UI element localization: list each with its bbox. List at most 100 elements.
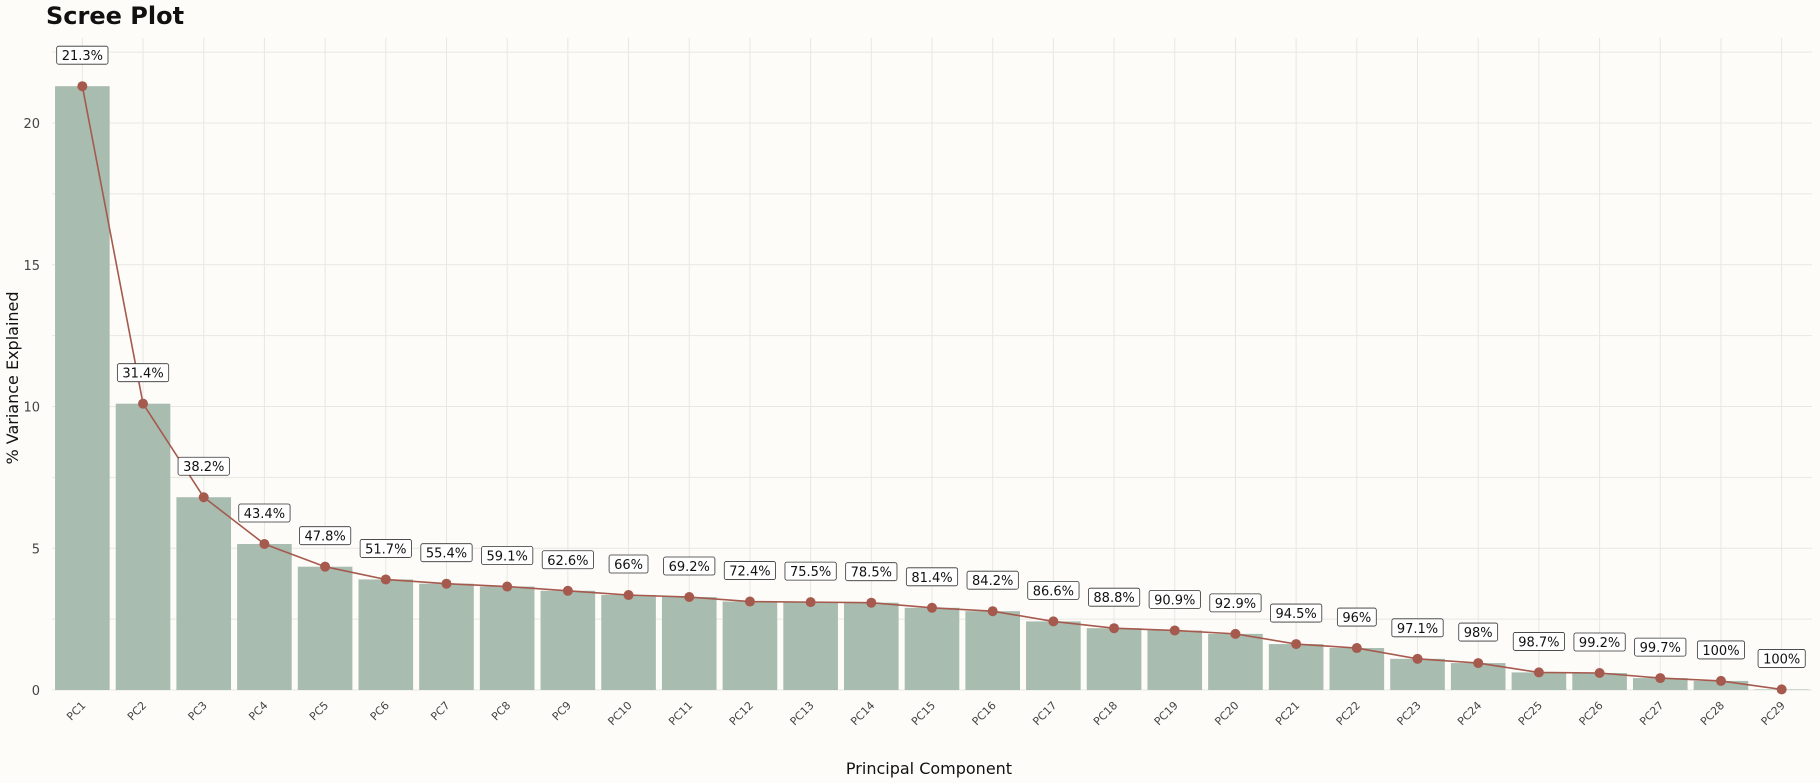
data-label-text: 78.5%	[851, 566, 892, 581]
point-pc10	[623, 590, 634, 601]
bar-pc15	[904, 607, 960, 690]
y-tick-label: 20	[23, 117, 40, 132]
data-label-text: 21.3%	[62, 49, 103, 64]
bar-pc5	[297, 566, 353, 690]
bar-pc25	[1511, 672, 1567, 690]
data-label-pc2: 31.4%	[116, 363, 170, 383]
bar-pc9	[540, 590, 596, 690]
point-pc2	[138, 398, 149, 409]
point-pc21	[1291, 639, 1302, 650]
bar-pc26	[1572, 672, 1627, 690]
data-label-box	[905, 567, 959, 587]
point-pc6	[380, 574, 391, 585]
data-label-text: 81.4%	[911, 571, 952, 586]
bar-pc6	[358, 579, 414, 690]
x-axis-ticks: PC1 PC2 PC3 PC4 PC5 PC6 PC7 PC8 PC9 PC10 PC11 PC12 P…	[64, 699, 1788, 728]
data-label-box	[1027, 580, 1080, 600]
data-label-box	[481, 546, 534, 565]
data-label-text: 72.4%	[729, 565, 770, 580]
data-label-text: 47.8%	[304, 530, 345, 545]
x-tick-label-pc4: PC4	[246, 699, 270, 723]
data-label-text: 94.5%	[1275, 607, 1316, 622]
data-label-pc1: 21.3%	[56, 45, 109, 65]
data-label-text: 59.1%	[487, 550, 528, 565]
point-pc26	[1594, 667, 1605, 678]
x-tick-label-pc16: PC16	[970, 699, 999, 728]
bar-pc12	[722, 601, 778, 690]
data-label-box	[1270, 603, 1323, 623]
data-label-text: 51.7%	[365, 542, 406, 557]
data-label-text: 99.7%	[1640, 641, 1681, 656]
data-label-pc3: 38.2%	[177, 456, 230, 476]
data-label-pc26: 99.2%	[1573, 632, 1626, 652]
data-label-box	[1391, 618, 1444, 638]
bar-pc13	[783, 602, 838, 690]
point-pc18	[1109, 623, 1120, 634]
x-tick-label-pc3: PC3	[186, 699, 210, 723]
data-label-pc23: 97.1%	[1391, 618, 1444, 638]
point-pc29	[1776, 684, 1787, 695]
x-tick-label-pc28: PC28	[1698, 699, 1727, 728]
data-label-pc16: 84.2%	[966, 570, 1019, 590]
bar-pc27	[1632, 678, 1688, 690]
data-label-text: 75.5%	[790, 565, 831, 580]
x-tick-label-pc18: PC18	[1091, 699, 1120, 728]
point-pc15	[927, 602, 937, 613]
bar-pc4	[237, 544, 292, 690]
bar-pc18	[1086, 628, 1142, 690]
data-label-text: 96%	[1342, 611, 1371, 626]
data-label-text: 62.6%	[547, 554, 588, 569]
point-pc20	[1230, 628, 1241, 639]
x-tick-label-pc8: PC8	[489, 699, 513, 723]
data-label-text: 43.4%	[244, 507, 285, 522]
x-tick-label-pc1: PC1	[64, 699, 88, 723]
bar-pc22	[1329, 648, 1385, 690]
point-pc1	[77, 81, 88, 92]
y-axis-title: % Variance Explained	[3, 291, 22, 464]
y-tick-label: 10	[23, 401, 40, 416]
y-tick-label: 5	[32, 542, 40, 557]
data-label-box	[359, 539, 412, 558]
point-pc11	[684, 592, 695, 603]
bar-pc3	[176, 497, 232, 690]
x-tick-label-pc10: PC10	[605, 699, 634, 728]
x-tick-label-pc25: PC25	[1516, 699, 1545, 728]
data-label-pc28: 100%	[1696, 640, 1745, 660]
data-label-pc10: 66%	[608, 554, 649, 574]
bar-pc17	[1026, 621, 1081, 690]
bar-pc19	[1147, 630, 1203, 690]
data-label-text: 84.2%	[972, 574, 1013, 589]
data-label-box	[299, 526, 352, 546]
data-label-box	[116, 363, 170, 383]
point-pc22	[1351, 643, 1362, 654]
data-label-box	[1573, 632, 1626, 652]
bar-pc20	[1208, 633, 1263, 690]
point-pc14	[866, 597, 877, 608]
data-label-box	[238, 503, 291, 523]
data-label-box	[177, 456, 230, 476]
data-label-box	[1512, 632, 1565, 651]
y-tick-label: 15	[23, 259, 40, 274]
data-label-box	[1088, 587, 1141, 607]
bar-pc2	[115, 403, 171, 690]
x-tick-label-pc20: PC20	[1212, 699, 1241, 728]
data-label-box	[784, 561, 837, 581]
data-label-text: 98%	[1464, 626, 1493, 641]
data-label-pc14: 78.5%	[845, 562, 898, 582]
data-label-text: 31.4%	[122, 367, 163, 382]
data-label-text: 55.4%	[426, 547, 467, 562]
data-label-box	[1696, 640, 1745, 660]
data-label-pc24: 98%	[1458, 622, 1499, 642]
point-pc23	[1412, 653, 1423, 664]
x-tick-label-pc9: PC9	[550, 699, 574, 723]
data-label-pc18: 88.8%	[1088, 587, 1141, 607]
data-label-box	[1336, 607, 1377, 627]
y-axis-ticks: 0 5 10 15 20	[23, 117, 40, 699]
x-tick-label-pc21: PC21	[1273, 699, 1302, 728]
x-tick-label-pc5: PC5	[307, 699, 331, 723]
data-label-pc17: 86.6%	[1027, 580, 1080, 600]
data-label-pc29: 100%	[1757, 649, 1806, 668]
data-label-pc11: 69.2%	[663, 556, 716, 576]
data-label-pc12: 72.4%	[723, 561, 776, 580]
data-label-pc5: 47.8%	[299, 526, 352, 546]
